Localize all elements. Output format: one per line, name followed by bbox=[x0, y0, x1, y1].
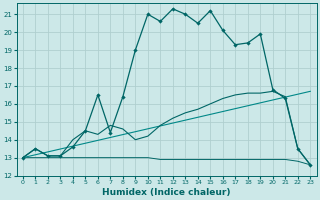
X-axis label: Humidex (Indice chaleur): Humidex (Indice chaleur) bbox=[102, 188, 231, 197]
